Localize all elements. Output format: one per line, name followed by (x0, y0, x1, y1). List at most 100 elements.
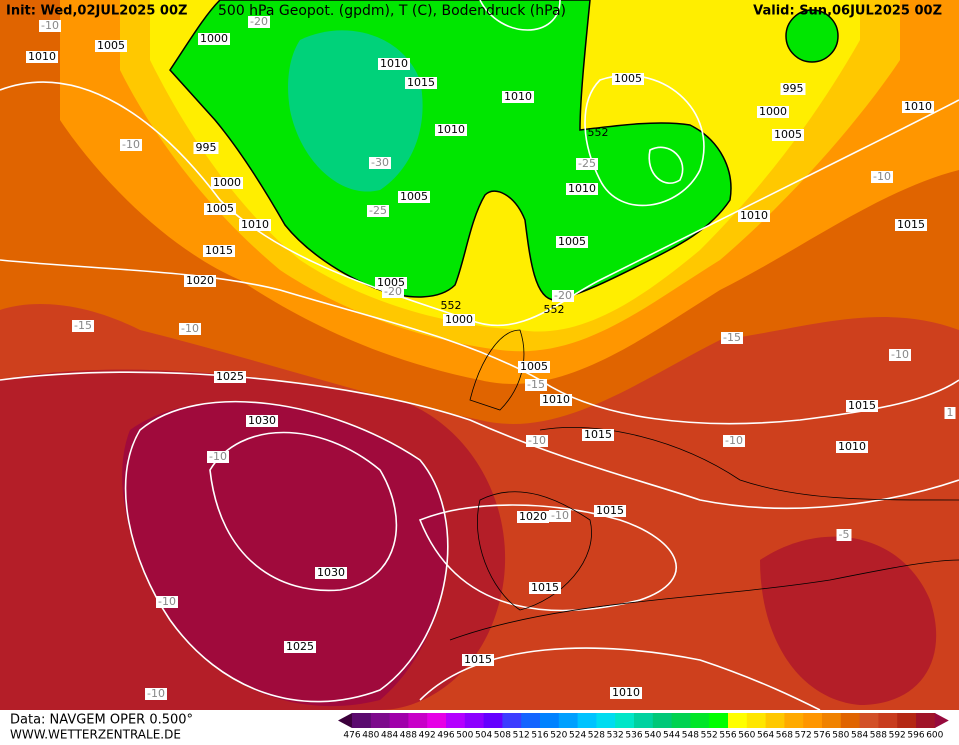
field-east-dark (760, 536, 937, 705)
isobar-label-box (405, 77, 437, 89)
isobar-label-group: 1000 (211, 176, 243, 189)
isobar-label-group: 1005 (95, 39, 127, 52)
isobar-label: 1020 (519, 510, 547, 523)
temperature-label-box (525, 379, 547, 391)
colorbar-swatch (540, 713, 560, 728)
colorbar-swatch (389, 713, 409, 728)
temperature-label-box (39, 20, 61, 32)
colorbar-swatch (709, 713, 729, 728)
isobar-label: 1010 (504, 90, 532, 103)
isobar-label: 1005 (97, 39, 125, 52)
isobar-label: 1000 (759, 105, 787, 118)
temperature-label-box (248, 16, 270, 28)
isobar-label: 1015 (897, 218, 925, 231)
isobar-label-box (540, 394, 572, 406)
geopotential-label: 552 (441, 299, 462, 312)
geopotential-label: 552 (544, 303, 565, 316)
temperature-label-group: -25 (576, 157, 598, 170)
isobar-label-group: 1020 (517, 510, 549, 523)
isobar-label-box (211, 177, 243, 189)
colorbar-label: 516 (531, 731, 548, 741)
isobar-label-box (184, 275, 216, 287)
isobar-label-box (529, 582, 561, 594)
temperature-label-box (721, 332, 743, 344)
colorbar-swatch (464, 713, 485, 728)
temperature-label: -20 (554, 289, 572, 302)
temperature-label-group: -10 (156, 595, 178, 608)
colorbar-label: 496 (437, 731, 454, 741)
isobar-label-group: 1010 (566, 182, 598, 195)
isobar-label-group: 1010 (435, 123, 467, 136)
isobar-label: 1030 (248, 414, 276, 427)
colorbar-label: 564 (757, 731, 774, 741)
isobar-label-group: 1025 (284, 640, 316, 653)
colorbar-label: 596 (907, 731, 924, 741)
isobar-label-box (95, 40, 127, 52)
colorbar-label: 588 (870, 731, 887, 741)
temperature-label-group: -10 (120, 138, 142, 151)
isobar-label-box (517, 511, 549, 523)
colorbar-label: 548 (682, 731, 699, 741)
field-high-core (122, 401, 448, 707)
colorbar-swatch (690, 713, 710, 728)
isobar (209, 431, 398, 592)
colorbar-label: 568 (776, 731, 793, 741)
valid-time: Valid: Sun,06JUL2025 00Z (753, 4, 942, 19)
temperature-label-box (944, 407, 956, 419)
colorbar-swatch (822, 713, 842, 728)
isobar-label-group: 995 (780, 82, 806, 95)
temperature-label-box (156, 596, 178, 608)
isobar (648, 146, 684, 184)
isobar-label: 1005 (614, 72, 642, 85)
isobar-label: 1005 (520, 360, 548, 373)
colorbar-label: 540 (644, 731, 661, 741)
isobar-label-group: 1015 (405, 76, 437, 89)
isobar-label-box (443, 314, 475, 326)
isobar-label: 1015 (848, 399, 876, 412)
colorbar-label: 476 (343, 731, 360, 741)
isobar-label: 1015 (596, 504, 624, 517)
isobar-label-group: 1015 (203, 244, 235, 257)
colorbar-label: 580 (832, 731, 849, 741)
colorbar-swatch (728, 713, 748, 728)
isobar-label-box (26, 51, 58, 63)
temperature-label: -10 (528, 434, 546, 447)
temperature-label-box (889, 349, 911, 361)
colorbar-swatch (784, 713, 804, 728)
temperature-label: -10 (158, 595, 176, 608)
isobar-label-group: 1000 (443, 313, 475, 326)
temperature-label-box (723, 435, 745, 447)
isobar-label-box (738, 210, 770, 222)
isobar-label: 1005 (774, 128, 802, 141)
isobar-label-group: 1010 (610, 686, 642, 699)
isobar-label-group: 1000 (198, 32, 230, 45)
isobar-label-box (246, 415, 278, 427)
isobar-label-box (836, 441, 868, 453)
isobar-label: 1010 (612, 686, 640, 699)
isobar-label: 1030 (317, 566, 345, 579)
isobar-label-box (239, 219, 271, 231)
colorbar-label: 600 (926, 731, 943, 741)
field-cold-core (288, 30, 423, 192)
colorbar-label: 508 (494, 731, 511, 741)
isobar-label: 1005 (400, 190, 428, 203)
temperature-label: -10 (181, 322, 199, 335)
temperature-label-box (836, 529, 852, 541)
colorbar-label: 532 (607, 731, 624, 741)
isobar (418, 504, 678, 612)
isobars (0, 0, 959, 703)
colorbar-label: 592 (889, 731, 906, 741)
map-labels: 1010 1005 1000 1010 1015 1010 1010 1005 995 1000 1… (26, 15, 956, 700)
isobar-label-box (462, 654, 494, 666)
temperature-label-group: -10 (145, 687, 167, 700)
temperature-label-group: -10 (871, 170, 893, 183)
temperature-label: -10 (891, 348, 909, 361)
temperature-label-box (549, 510, 571, 522)
temperature-label-group: -25 (367, 204, 389, 217)
isobar (479, 0, 561, 31)
isobar-label: 1005 (206, 202, 234, 215)
isobar-label-group: 1010 (738, 209, 770, 222)
isobar-label-box (502, 91, 534, 103)
isobar-label-box (315, 567, 347, 579)
colorbar-label: 556 (719, 731, 736, 741)
